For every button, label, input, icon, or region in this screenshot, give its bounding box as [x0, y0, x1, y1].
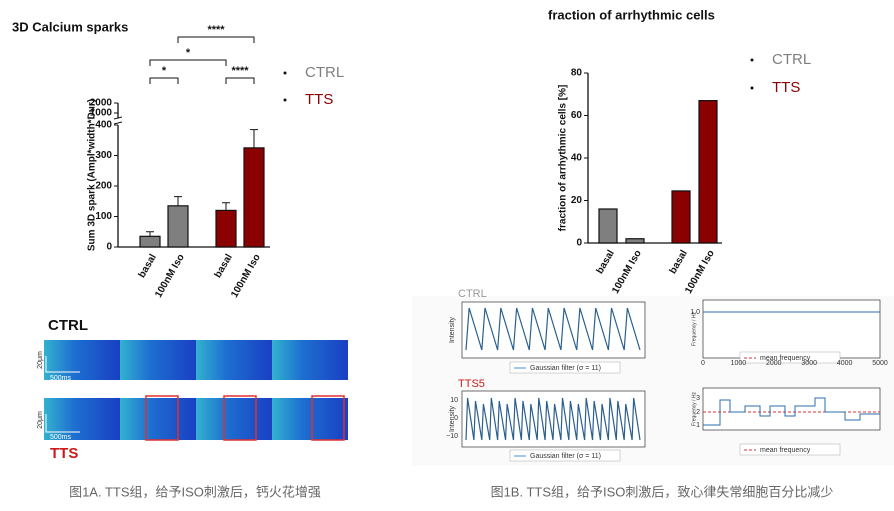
tick-label: 1 [696, 422, 700, 429]
intensity-trace [465, 397, 641, 441]
legend-marker [283, 71, 287, 75]
y-tick-label: 2000 [90, 98, 113, 109]
tick-label: 0 [454, 415, 458, 422]
tts-image [44, 395, 348, 441]
error-bar [250, 129, 258, 148]
ctrl-image [44, 340, 348, 380]
y-tick-label: 20 [571, 195, 583, 206]
scale-label: 20μm [37, 351, 44, 369]
bar [215, 209, 237, 248]
bar [671, 190, 691, 244]
legend-label: Gaussian filter (σ = 11) [530, 453, 601, 460]
axis-label: Frequency / Hz [691, 392, 697, 426]
freq-axes [702, 387, 881, 431]
bar [167, 205, 189, 248]
legend-label: CTRL [772, 51, 811, 68]
trace-label: TTS5 [458, 378, 485, 390]
y-tick-label: 200 [95, 181, 112, 192]
y-tick-label: 100 [95, 211, 112, 222]
bar [598, 208, 618, 244]
bar [625, 238, 645, 244]
y-tick-label: 40 [571, 153, 583, 164]
axis-label: Intensity [449, 405, 456, 432]
scale-label: 500ms [50, 434, 72, 441]
error-bar [222, 202, 230, 211]
x-tick-label: basal [595, 248, 617, 276]
y-tick-label: 60 [571, 110, 583, 121]
significance-bracket [149, 77, 179, 84]
bar [139, 235, 161, 248]
axis-break [113, 116, 123, 125]
significance-label: * [162, 65, 167, 77]
intensity-trace [465, 307, 641, 351]
legend-label: TTS [772, 79, 800, 96]
legend-marker [750, 86, 754, 90]
bar [698, 100, 718, 244]
error-bar [174, 196, 182, 206]
tick-label: 1000 [731, 360, 747, 367]
x-tick-label: basal [137, 252, 159, 280]
caption: 图1A. TTS组，给予ISO刺激后，钙火花增强 [69, 484, 321, 499]
significance-label: **** [207, 24, 225, 36]
tick-label: −10 [446, 433, 458, 440]
y-tick-label: 1000 [90, 108, 113, 119]
freq-trace [703, 397, 880, 426]
error-bar [146, 231, 154, 237]
significance-bracket [149, 59, 227, 66]
tick-label: 10 [450, 397, 458, 404]
scale-label: 20μm [37, 411, 44, 429]
tick-label: 0 [701, 360, 705, 367]
legend-label: TTS [305, 91, 333, 108]
x-tick-label: basal [213, 252, 235, 280]
legend-label: CTRL [305, 64, 344, 81]
significance-bracket [177, 36, 255, 43]
axis-label: Intensity [449, 316, 456, 343]
y-tick-label: 80 [571, 68, 583, 79]
image-label: TTS [50, 445, 78, 462]
scale-label: 500ms [50, 375, 72, 382]
trace-label: CTRL [458, 288, 487, 300]
trace-axes [461, 301, 646, 359]
y-tick-label: 300 [95, 150, 112, 161]
tick-label: 1.0 [690, 309, 700, 316]
tick-label: 3000 [801, 360, 817, 367]
x-tick-label: basal [668, 248, 690, 276]
legends [509, 351, 841, 462]
tick-label: 5000 [872, 360, 888, 367]
legend-marker [283, 98, 287, 102]
y-tick-label: 0 [106, 242, 112, 253]
image-label: CTRL [48, 317, 88, 334]
y-tick-label: 0 [576, 238, 582, 249]
axis-label: Frequency / Hz [691, 312, 697, 346]
tick-label: 2000 [766, 360, 782, 367]
scale-bar [45, 356, 80, 373]
legend-label: mean frequency [760, 355, 811, 362]
tick-label: 3 [696, 395, 700, 402]
significance-label: **** [231, 65, 249, 77]
chart-title: fraction of arrhythmic cells [548, 7, 715, 22]
bar [243, 147, 265, 248]
scale-bar [45, 414, 80, 433]
legend-label: mean frequency [760, 447, 811, 454]
legend-label: Gaussian filter (σ = 11) [530, 365, 601, 372]
tick-label: 4000 [837, 360, 853, 367]
x-tick-label: 100nM Iso [153, 252, 187, 299]
legend-marker [750, 58, 754, 62]
y-axis-label: fraction of arrhythmic cells [%] [558, 85, 569, 232]
significance-bracket [225, 77, 255, 84]
x-tick-label: 100nM Iso [229, 252, 263, 299]
tick-label: 2 [696, 409, 700, 416]
chart-title: 3D Calcium sparks [12, 19, 128, 34]
significance-label: * [186, 47, 191, 59]
freq-axes [702, 299, 881, 359]
caption: 图1B. TTS组，给予ISO刺激后，致心律失常细胞百分比减少 [491, 484, 834, 499]
y-axis-label: Sum 3D spark (Ampl*width*Dur) [87, 99, 98, 251]
y-tick-label: 400 [95, 120, 112, 131]
